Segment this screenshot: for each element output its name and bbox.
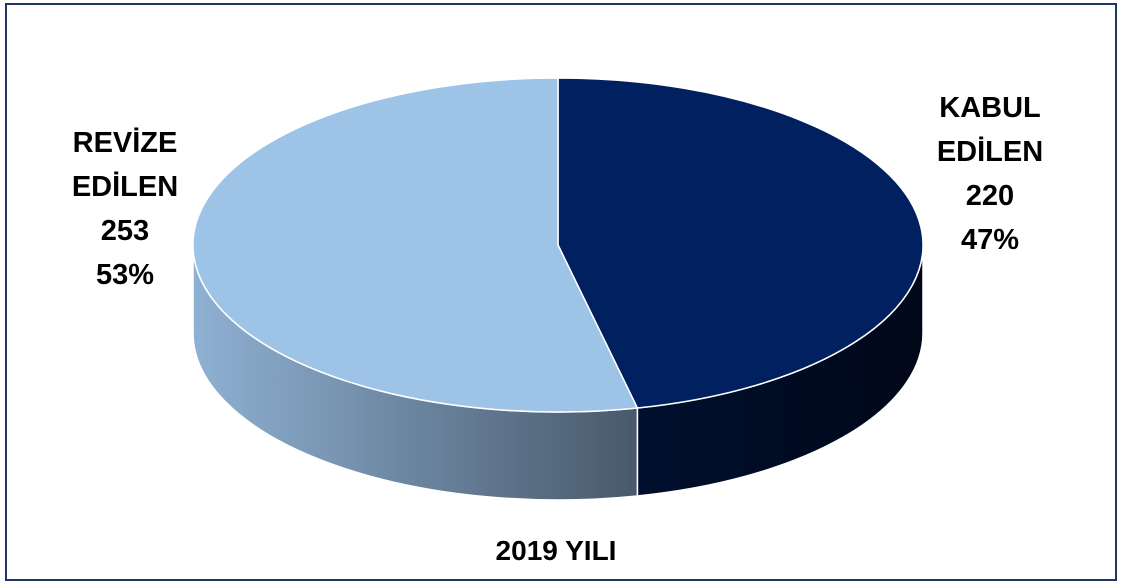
- slice: [192, 77, 639, 413]
- pie: [192, 77, 924, 501]
- percent-label: 47%: [960, 224, 1020, 256]
- category-label: KABUL EDİLEN: [936, 92, 1044, 168]
- slice-label: KABUL EDİLEN 220 47%: [915, 86, 1065, 262]
- category-label: REVİZE EDİLEN: [71, 127, 179, 203]
- value-label: 220: [965, 180, 1015, 212]
- chart-title: 2019 YILI: [495, 535, 617, 566]
- slice: [557, 77, 924, 409]
- slice-label: REVİZE EDİLEN 253 53%: [50, 121, 200, 297]
- percent-label: 53%: [95, 259, 155, 291]
- frame: [5, 3, 1117, 581]
- value-label: 253: [100, 215, 150, 247]
